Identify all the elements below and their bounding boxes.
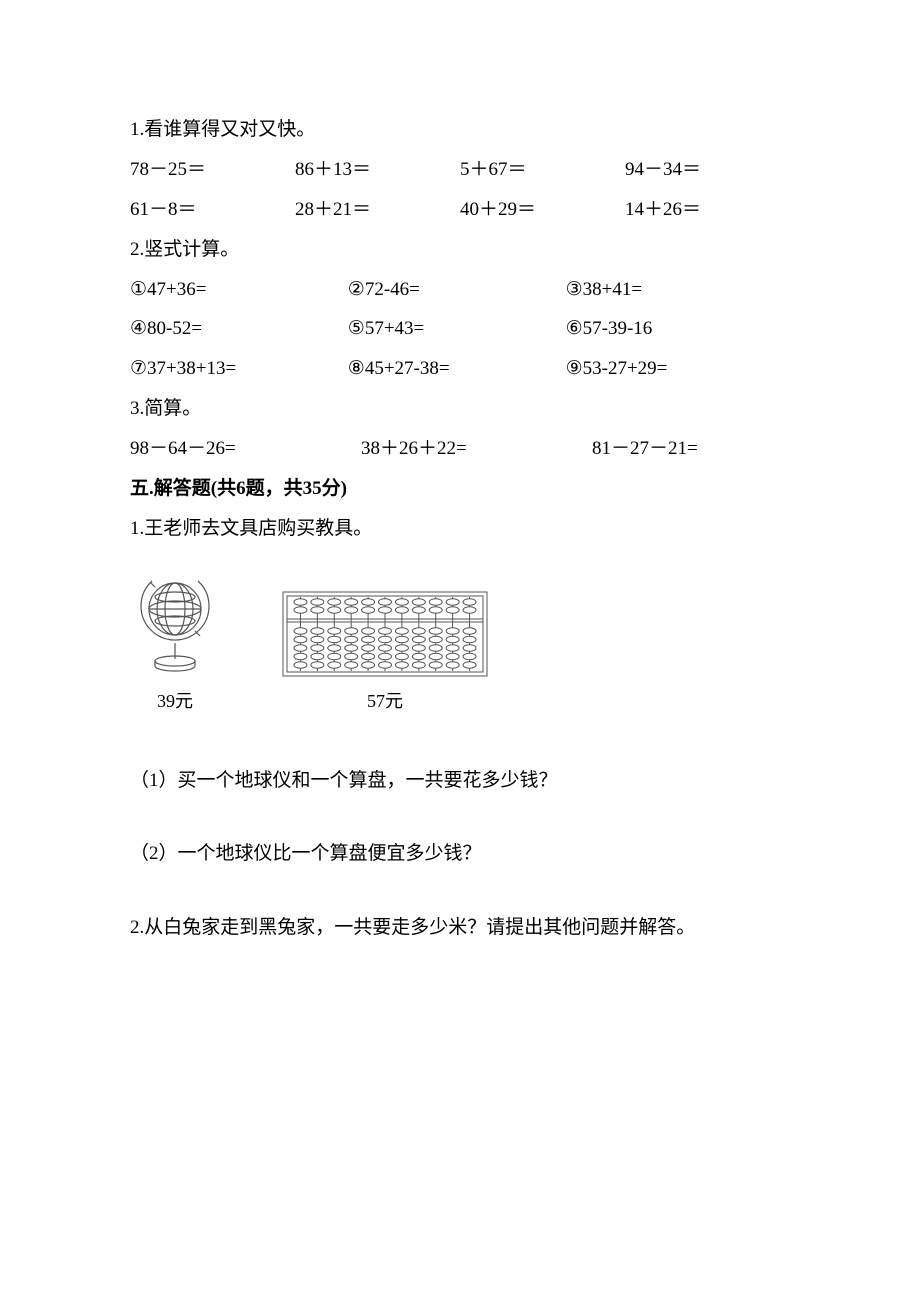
q1-r1-c3: 5＋67＝ bbox=[460, 150, 625, 190]
p1-images: 39元 57元 bbox=[130, 569, 790, 721]
q2-row3: ⑦37+38+13= ⑧45+27-38= ⑨53-27+29= bbox=[130, 349, 790, 389]
q1-r1-c4: 94－34＝ bbox=[625, 150, 790, 190]
q1-r1-c1: 78－25＝ bbox=[130, 150, 295, 190]
q1-r2-c4: 14＋26＝ bbox=[625, 190, 790, 230]
q2-r3-c3: ⑨53-27+29= bbox=[566, 349, 790, 389]
abacus-price: 57元 bbox=[280, 683, 490, 721]
q1-row2: 61－8＝ 28＋21＝ 40＋29＝ 14＋26＝ bbox=[130, 190, 790, 230]
q2-r1-c3: ③38+41= bbox=[566, 270, 790, 310]
q1-r2-c3: 40＋29＝ bbox=[460, 190, 625, 230]
globe-icon bbox=[130, 569, 220, 679]
q1-r1-c2: 86＋13＝ bbox=[295, 150, 460, 190]
q2-title: 2.竖式计算。 bbox=[130, 230, 790, 270]
q1-row1: 78－25＝ 86＋13＝ 5＋67＝ 94－34＝ bbox=[130, 150, 790, 190]
q3-title: 3.简算。 bbox=[130, 389, 790, 429]
abacus-icon bbox=[280, 589, 490, 679]
q3-row1: 98－64－26= 38＋26＋22= 81－27－21= bbox=[130, 429, 790, 469]
q3-r1-c3: 81－27－21= bbox=[592, 429, 790, 469]
p2-title: 2.从白兔家走到黑兔家，一共要走多少米？请提出其他问题并解答。 bbox=[130, 908, 790, 948]
q2-r1-c1: ①47+36= bbox=[130, 270, 348, 310]
globe-price: 39元 bbox=[130, 683, 220, 721]
p1-sub2: （2）一个地球仪比一个算盘便宜多少钱？ bbox=[130, 834, 790, 874]
abacus-block: 57元 bbox=[280, 589, 490, 721]
q1-r2-c2: 28＋21＝ bbox=[295, 190, 460, 230]
q2-r3-c2: ⑧45+27-38= bbox=[348, 349, 566, 389]
globe-block: 39元 bbox=[130, 569, 220, 721]
p1-title: 1.王老师去文具店购买教具。 bbox=[130, 509, 790, 549]
q3-r1-c2: 38＋26＋22= bbox=[361, 429, 592, 469]
q2-r2-c1: ④80-52= bbox=[130, 309, 348, 349]
q2-row2: ④80-52= ⑤57+43= ⑥57-39-16 bbox=[130, 309, 790, 349]
q1-title: 1.看谁算得又对又快。 bbox=[130, 110, 790, 150]
q3-r1-c1: 98－64－26= bbox=[130, 429, 361, 469]
q2-r3-c1: ⑦37+38+13= bbox=[130, 349, 348, 389]
q2-r2-c3: ⑥57-39-16 bbox=[566, 309, 790, 349]
page: 1.看谁算得又对又快。 78－25＝ 86＋13＝ 5＋67＝ 94－34＝ 6… bbox=[0, 0, 920, 1302]
q2-r2-c2: ⑤57+43= bbox=[348, 309, 566, 349]
q2-row1: ①47+36= ②72-46= ③38+41= bbox=[130, 270, 790, 310]
p1-sub1: （1）买一个地球仪和一个算盘，一共要花多少钱？ bbox=[130, 761, 790, 801]
q2-r1-c2: ②72-46= bbox=[348, 270, 566, 310]
q1-r2-c1: 61－8＝ bbox=[130, 190, 295, 230]
section5-heading: 五.解答题(共6题，共35分) bbox=[130, 469, 790, 509]
